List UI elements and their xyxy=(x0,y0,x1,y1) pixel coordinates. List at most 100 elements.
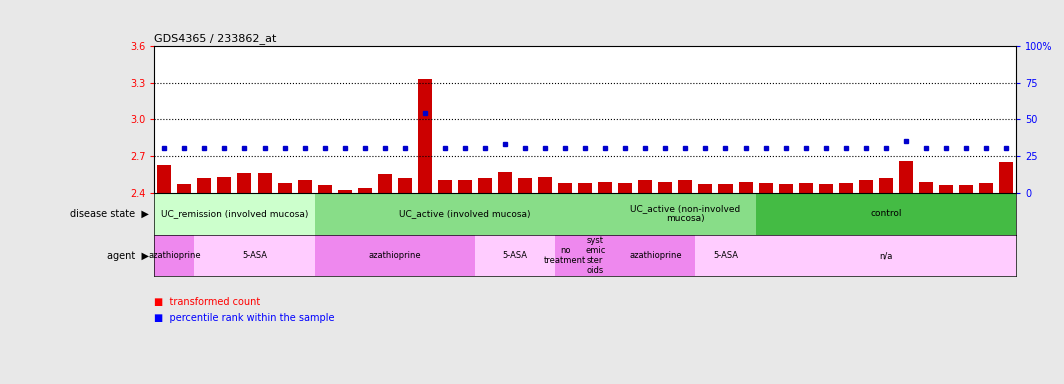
Bar xyxy=(919,182,933,193)
Bar xyxy=(415,193,435,266)
Bar xyxy=(538,177,552,193)
Bar xyxy=(955,193,976,266)
Bar xyxy=(916,193,936,266)
Bar xyxy=(215,193,234,266)
Bar xyxy=(478,178,492,193)
Bar xyxy=(899,161,913,193)
Bar xyxy=(855,193,876,266)
Bar xyxy=(776,193,796,266)
Bar xyxy=(676,193,696,266)
Bar xyxy=(976,193,996,266)
Bar xyxy=(257,173,271,193)
Bar xyxy=(154,193,174,266)
Text: GDS4365 / 233862_at: GDS4365 / 233862_at xyxy=(154,33,277,44)
Bar xyxy=(576,193,595,266)
Bar xyxy=(835,193,855,266)
Text: n/a: n/a xyxy=(879,251,893,260)
Bar xyxy=(818,184,833,193)
Bar xyxy=(738,182,752,193)
Bar xyxy=(555,193,576,266)
Text: azathioprine: azathioprine xyxy=(148,251,201,260)
Bar xyxy=(495,193,515,266)
Bar xyxy=(555,235,576,276)
Bar xyxy=(578,183,593,193)
Bar xyxy=(615,193,755,235)
Bar xyxy=(455,193,475,266)
Bar xyxy=(698,184,713,193)
Bar xyxy=(275,193,295,266)
Text: UC_active (involved mucosa): UC_active (involved mucosa) xyxy=(399,209,531,218)
Bar xyxy=(475,235,555,276)
Bar xyxy=(635,193,655,266)
Bar xyxy=(335,193,354,266)
Bar xyxy=(298,180,312,193)
Bar xyxy=(178,184,192,193)
Bar xyxy=(696,235,755,276)
Bar xyxy=(354,193,375,266)
Text: control: control xyxy=(870,209,901,218)
Bar xyxy=(755,193,1016,235)
Text: ■  percentile rank within the sample: ■ percentile rank within the sample xyxy=(154,313,335,323)
Bar xyxy=(735,193,755,266)
Bar xyxy=(655,193,676,266)
Bar xyxy=(295,193,315,266)
Bar xyxy=(796,193,816,266)
Bar xyxy=(358,188,371,193)
Text: UC_active (non-involved
mucosa): UC_active (non-involved mucosa) xyxy=(630,204,741,223)
Bar xyxy=(718,184,732,193)
Bar xyxy=(375,193,395,266)
Bar xyxy=(237,173,251,193)
Bar xyxy=(979,183,993,193)
Text: 5-ASA: 5-ASA xyxy=(242,251,267,260)
Bar xyxy=(418,79,432,193)
Bar xyxy=(936,193,955,266)
Bar xyxy=(395,193,415,266)
Text: UC_remission (involved mucosa): UC_remission (involved mucosa) xyxy=(161,209,309,218)
Bar xyxy=(217,177,232,193)
Bar xyxy=(959,185,972,193)
Bar xyxy=(378,174,392,193)
Bar xyxy=(859,180,872,193)
Bar xyxy=(615,193,635,266)
Bar xyxy=(576,235,615,276)
Bar xyxy=(157,165,171,193)
Bar xyxy=(996,193,1016,266)
Bar xyxy=(315,193,615,235)
Bar xyxy=(755,235,1016,276)
Bar xyxy=(615,235,696,276)
Bar xyxy=(779,184,793,193)
Bar xyxy=(715,193,735,266)
Bar xyxy=(435,193,455,266)
Bar xyxy=(515,193,535,266)
Bar xyxy=(876,193,896,266)
Text: 5-ASA: 5-ASA xyxy=(713,251,738,260)
Bar xyxy=(398,178,412,193)
Bar xyxy=(518,178,532,193)
Bar xyxy=(598,182,612,193)
Bar xyxy=(679,180,693,193)
Bar xyxy=(938,185,953,193)
Text: disease state  ▶: disease state ▶ xyxy=(70,209,149,218)
Bar xyxy=(318,185,332,193)
Bar xyxy=(799,183,813,193)
Bar xyxy=(618,183,632,193)
Bar xyxy=(879,178,893,193)
Bar xyxy=(559,183,572,193)
Bar xyxy=(315,193,335,266)
Bar xyxy=(154,235,195,276)
Bar xyxy=(475,193,495,266)
Bar xyxy=(234,193,254,266)
Bar xyxy=(535,193,555,266)
Bar xyxy=(838,183,852,193)
Bar xyxy=(315,235,475,276)
Text: agent  ▶: agent ▶ xyxy=(107,250,149,260)
Bar xyxy=(174,193,195,266)
Text: no
treatment: no treatment xyxy=(544,246,586,265)
Bar xyxy=(198,178,212,193)
Bar xyxy=(595,193,615,266)
Bar xyxy=(337,190,352,193)
Bar xyxy=(659,182,672,193)
Bar xyxy=(896,193,916,266)
Text: 5-ASA: 5-ASA xyxy=(502,251,528,260)
Bar xyxy=(154,193,315,235)
